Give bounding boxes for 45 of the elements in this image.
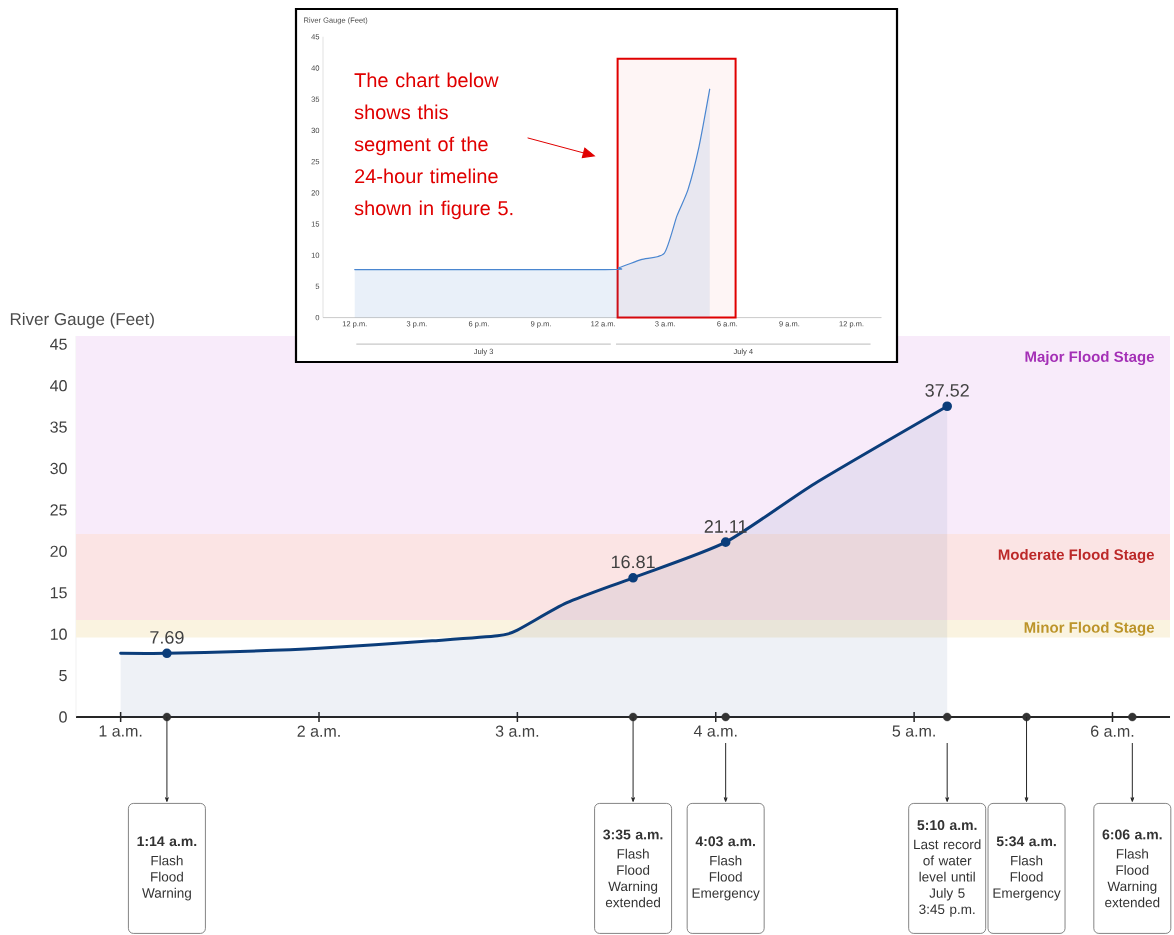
text: Flash Flood Emergency bbox=[993, 855, 1061, 901]
x-tick-label: 6 a.m. bbox=[1091, 725, 1134, 737]
text: Last record of water level until July 5 3:45 p.m. bbox=[914, 839, 981, 917]
text: 3:35 a.m. bbox=[603, 829, 663, 840]
y-tick-label: 45 bbox=[50, 338, 67, 350]
y-tick-label: 40 bbox=[50, 380, 67, 392]
y-tick-label: 35 bbox=[50, 421, 67, 433]
point bbox=[942, 401, 952, 412]
point bbox=[628, 572, 638, 583]
y-tick-label: 20 bbox=[50, 545, 67, 558]
point bbox=[1128, 712, 1137, 722]
band-label: Minor Flood Stage bbox=[1024, 621, 1154, 636]
data-label: 7.69 bbox=[150, 631, 184, 644]
data-label: 16.81 bbox=[611, 555, 655, 569]
band-label: Moderate Flood Stage bbox=[998, 548, 1154, 563]
y-axis-title: River Gauge (Feet) bbox=[10, 312, 154, 329]
point bbox=[721, 712, 730, 722]
y-tick-label: 15 bbox=[50, 587, 67, 599]
text: Flash Flood Warning extended bbox=[1105, 848, 1160, 908]
band-label: Major Flood Stage bbox=[1025, 350, 1154, 366]
text: 6:06 a.m. bbox=[1102, 829, 1162, 840]
text: 5:10 a.m. bbox=[917, 820, 977, 831]
text: Flash Flood Warning extended bbox=[605, 848, 660, 908]
text: Flash Flood Emergency bbox=[692, 855, 760, 901]
y-tick-label: 0 bbox=[59, 711, 67, 723]
text: Flash Flood Warning bbox=[142, 855, 191, 901]
y-tick-label: 10 bbox=[50, 628, 67, 640]
point bbox=[1022, 712, 1031, 722]
x-tick-label: 4 a.m. bbox=[693, 725, 737, 737]
text: 1:14 a.m. bbox=[137, 836, 197, 847]
band-label: The chart below shows this segment of the 24-hour timeline shown in figure 5. bbox=[354, 72, 513, 220]
x-tick-label: 3 a.m. bbox=[495, 725, 539, 737]
point bbox=[720, 537, 731, 547]
y-tick-label: 5 bbox=[59, 670, 67, 682]
data-label: 21.11 bbox=[704, 520, 747, 533]
x-tick-label: 5 a.m. bbox=[892, 725, 935, 737]
y-tick-label: 25 bbox=[50, 504, 67, 516]
point bbox=[162, 648, 172, 659]
text: 4:03 a.m. bbox=[695, 836, 755, 847]
data-label: 37.52 bbox=[925, 383, 969, 397]
y-tick-label: 30 bbox=[50, 462, 67, 475]
point bbox=[942, 712, 952, 722]
text: 5:34 a.m. bbox=[996, 836, 1056, 847]
x-tick-label: 2 a.m. bbox=[297, 725, 340, 737]
x-tick-label: 1 a.m. bbox=[99, 725, 142, 737]
